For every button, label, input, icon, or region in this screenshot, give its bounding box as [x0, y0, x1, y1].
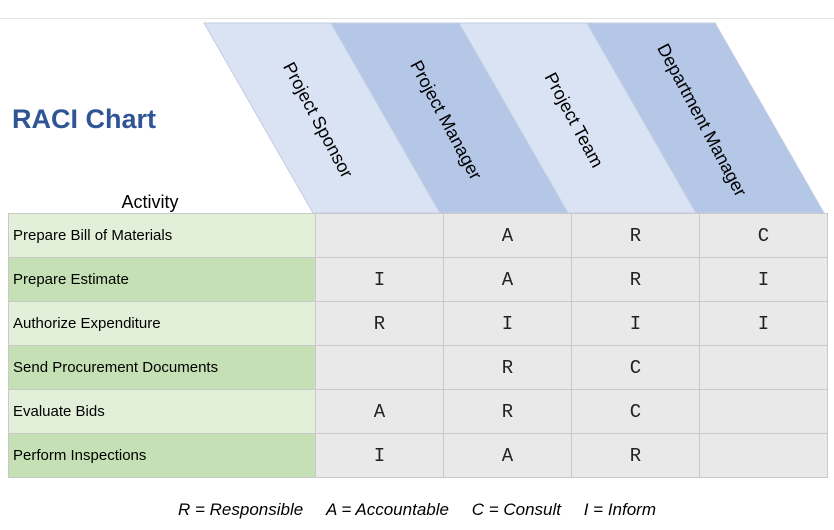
legend-item-consult: C = Consult: [471, 500, 561, 519]
activity-header: Activity: [121, 192, 179, 212]
raci-cell: I: [571, 301, 700, 346]
activity-cell: Authorize Expenditure: [8, 301, 316, 346]
raci-cell: R: [443, 345, 572, 390]
raci-cell: I: [315, 433, 444, 478]
raci-cell: C: [571, 345, 700, 390]
table-row: Send Procurement Documents R C: [8, 345, 828, 390]
top-divider: [0, 18, 834, 19]
raci-cell: [699, 389, 828, 434]
activity-cell: Prepare Estimate: [8, 257, 316, 302]
activity-cell: Evaluate Bids: [8, 389, 316, 434]
raci-cell: R: [443, 389, 572, 434]
table-row: Evaluate Bids A R C: [8, 389, 828, 434]
legend-item-inform: I = Inform: [583, 500, 657, 519]
raci-cell: A: [443, 213, 572, 258]
raci-table: Prepare Bill of Materials A R C Prepare …: [8, 213, 828, 478]
legend-item-responsible: R = Responsible: [177, 500, 304, 519]
raci-cell: A: [315, 389, 444, 434]
raci-cell: R: [571, 213, 700, 258]
raci-cell: C: [699, 213, 828, 258]
raci-cell: [315, 345, 444, 390]
raci-cell: R: [571, 433, 700, 478]
raci-cell: R: [315, 301, 444, 346]
raci-cell: I: [699, 257, 828, 302]
chart-title: RACI Chart: [12, 104, 157, 134]
activity-cell: Send Procurement Documents: [8, 345, 316, 390]
raci-cell: [699, 433, 828, 478]
raci-cell: A: [443, 433, 572, 478]
activity-cell: Perform Inspections: [8, 433, 316, 478]
raci-cell: [315, 213, 444, 258]
raci-cell: I: [443, 301, 572, 346]
raci-cell: I: [315, 257, 444, 302]
activity-cell: Prepare Bill of Materials: [8, 213, 316, 258]
table-row: Prepare Estimate I A R I: [8, 257, 828, 302]
table-row: Perform Inspections I A R: [8, 433, 828, 478]
legend-item-accountable: A = Accountable: [325, 500, 449, 519]
raci-cell: R: [571, 257, 700, 302]
raci-cell: A: [443, 257, 572, 302]
raci-cell: I: [699, 301, 828, 346]
table-row: Authorize Expenditure R I I I: [8, 301, 828, 346]
raci-cell: [699, 345, 828, 390]
legend: R = Responsible A = Accountable C = Cons…: [0, 500, 834, 520]
table-row: Prepare Bill of Materials A R C: [8, 213, 828, 258]
raci-cell: C: [571, 389, 700, 434]
